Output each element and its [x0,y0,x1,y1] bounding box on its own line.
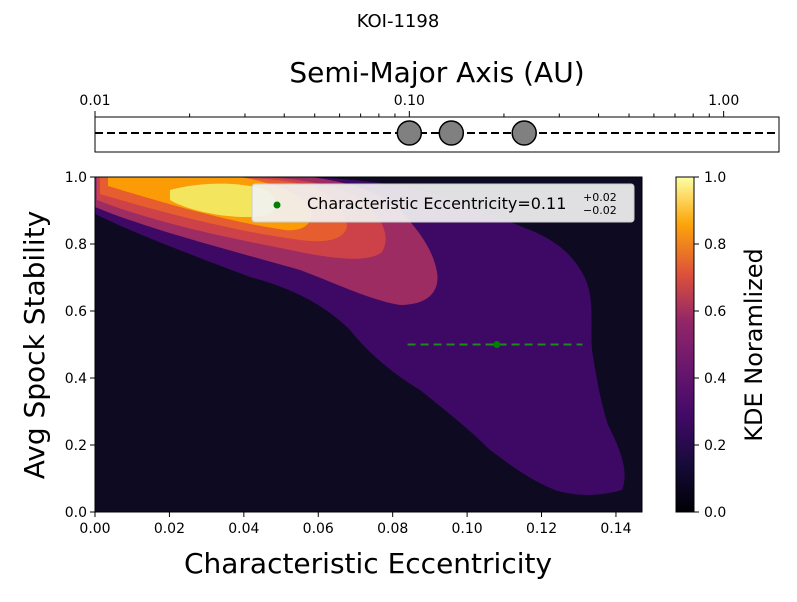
colorbar-tick-label: 0.4 [704,371,726,387]
legend-box [251,183,635,223]
contour-level-1 [95,177,625,495]
orbit-tick-label: 0.10 [394,93,425,109]
x-tick-label: 0.12 [526,521,557,537]
x-tick-label: 0.14 [600,521,631,537]
legend: Characteristic Eccentricity=0.11 +0.02 −… [251,183,635,223]
legend-text: Characteristic Eccentricity=0.11 [307,194,566,213]
colorbar-tick-label: 0.2 [704,438,726,454]
x-tick-label: 0.06 [303,521,334,537]
legend-superscript: +0.02 [583,191,617,204]
x-tick-label: 0.10 [452,521,483,537]
legend-subscript: −0.02 [583,204,617,217]
main-plot: 0.00 0.02 0.04 0.06 0.08 0.10 0.12 0.14 0.00.20… [18,170,643,580]
orbit-axis-panel: Semi-Major Axis (AU) 0.01 0.10 1.00 [79,56,780,153]
x-tick-label: 0.02 [154,521,185,537]
y-tick-label: 0.2 [65,438,87,454]
planet-marker [511,120,537,146]
y-tick-label: 0.6 [65,304,87,320]
orbit-planet-group [396,120,537,146]
colorbar-tick-group: 0.0 0.2 0.4 0.6 0.8 1.0 [694,170,726,521]
colorbar-tick-label: 0.8 [704,237,726,253]
x-axis-label: Characteristic Eccentricity [184,547,552,580]
y-tick-label: 1.0 [65,170,87,186]
y-axis-label: Avg Spock Stability [18,211,51,480]
orbit-axis-title: Semi-Major Axis (AU) [289,56,584,89]
legend-prefix: Characteristic Eccentricity=0.11 [307,194,566,213]
colorbar-tick-label: 1.0 [704,170,726,186]
contour-level-6 [170,183,276,218]
orbit-tick-group: 0.01 0.10 1.00 [79,93,739,117]
x-tick-label: 0.04 [228,521,259,537]
colorbar: 0.0 0.2 0.4 0.6 0.8 1.0 KDE Noramlized [675,170,768,521]
y-tick-label: 0.4 [65,371,87,387]
y-tick-group: 0.0 0.2 0.4 0.6 0.8 1.0 [65,170,95,521]
planet-marker [438,120,465,146]
colorbar-gradient [675,176,695,513]
y-tick-label: 0.8 [65,237,87,253]
legend-marker [273,201,281,209]
x-tick-label: 0.08 [377,521,408,537]
colorbar-tick-label: 0.6 [704,304,726,320]
planet-marker [396,120,423,146]
main-plot-frame [94,176,643,513]
orbit-tick-label: 1.00 [708,93,739,109]
eccentricity-point [493,341,501,348]
figure-title: KOI-1198 [357,11,440,32]
x-tick-label: 0.00 [79,521,110,537]
colorbar-label: KDE Noramlized [740,248,768,442]
y-tick-label: 0.0 [65,505,87,521]
x-tick-group: 0.00 0.02 0.04 0.06 0.08 0.10 0.12 0.14 [79,512,632,537]
colorbar-tick-label: 0.0 [704,505,726,521]
orbit-axis-frame [94,116,780,153]
orbit-tick-label: 0.01 [79,93,110,109]
